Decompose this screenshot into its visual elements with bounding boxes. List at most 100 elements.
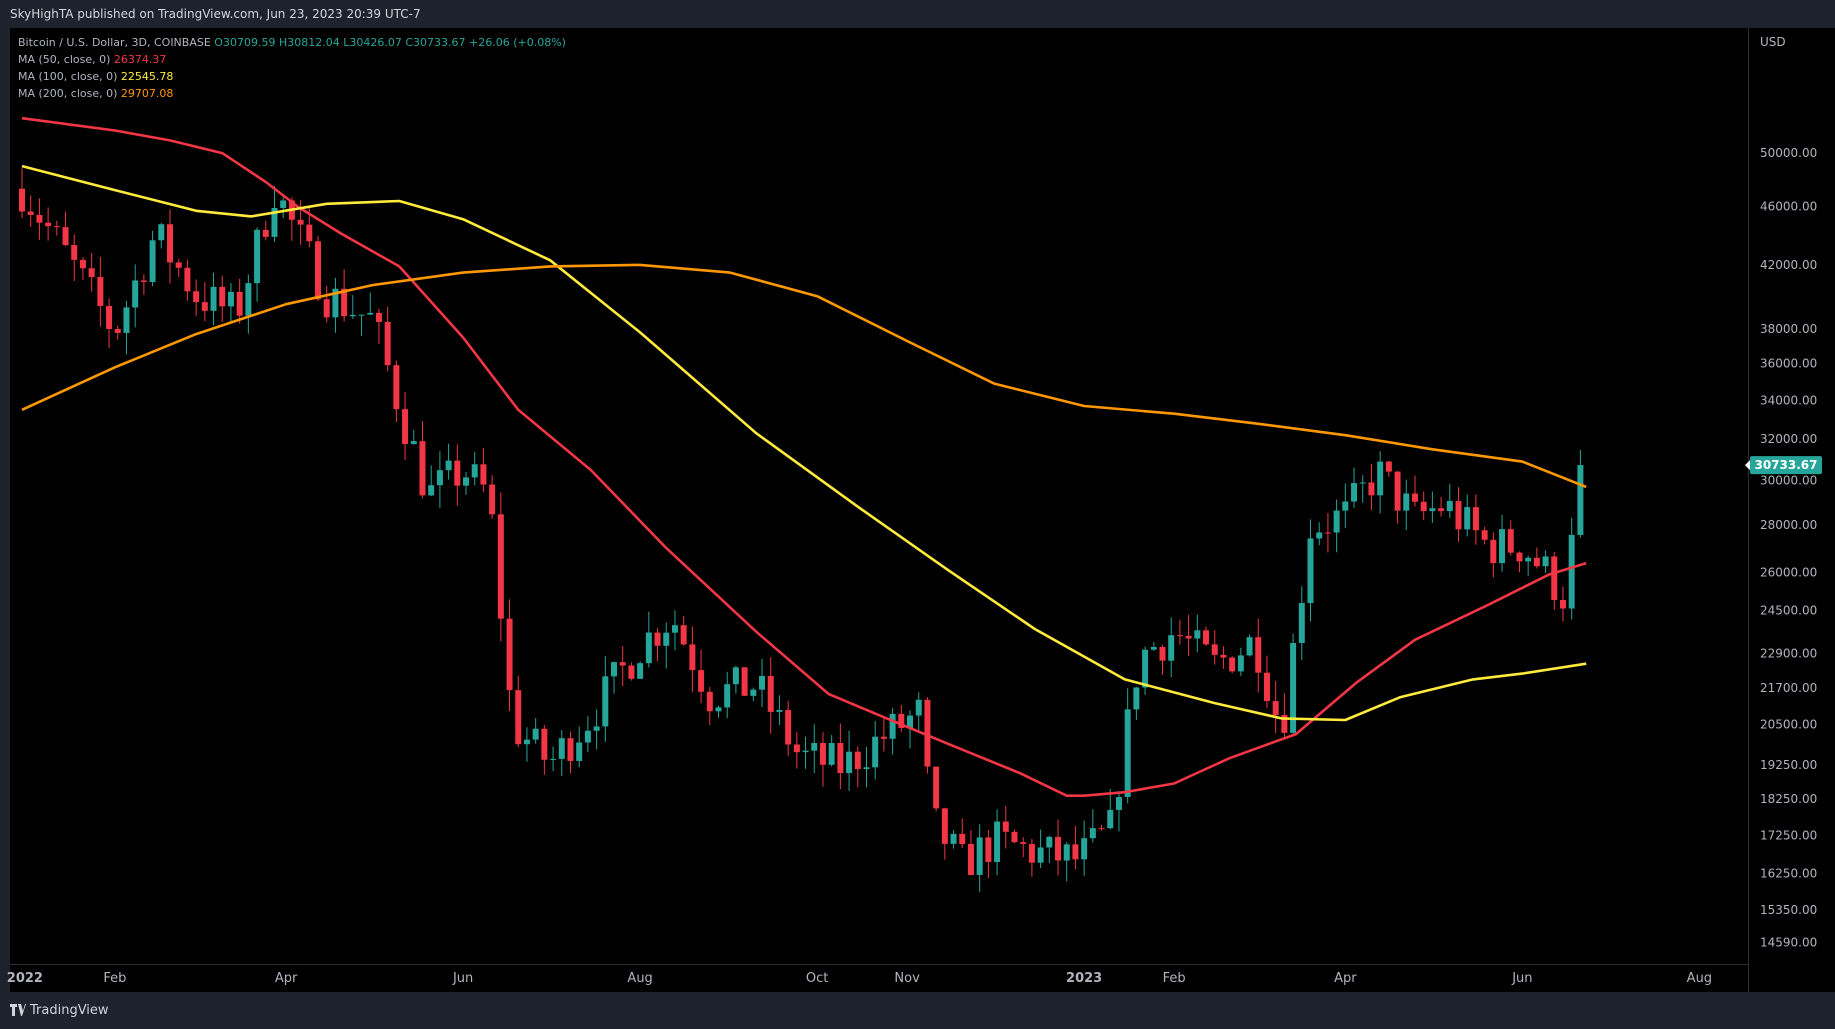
candle-body (584, 730, 591, 743)
candle (393, 360, 400, 422)
candle-body (1098, 828, 1105, 830)
candle-body (236, 291, 243, 316)
candle-body (402, 409, 409, 445)
last-price-label: 30733.67 (1754, 458, 1817, 472)
candle (1272, 681, 1279, 734)
candle-body (323, 299, 330, 318)
y-tick-label: 14590.00 (1760, 936, 1817, 950)
candle (741, 667, 748, 696)
candle (1072, 826, 1079, 869)
price-axis[interactable] (1748, 28, 1835, 992)
candle (1124, 688, 1131, 804)
candle (550, 746, 557, 772)
candle-body (201, 302, 208, 311)
candle (367, 292, 374, 316)
candle-body (593, 726, 600, 731)
candle (280, 197, 287, 219)
candle (523, 727, 530, 762)
candle-body (1490, 539, 1497, 564)
candle-body (428, 485, 435, 496)
candle (732, 665, 739, 694)
candle-body (802, 750, 809, 753)
chart-legend: Bitcoin / U.S. Dollar, 3D, COINBASE O307… (18, 34, 566, 102)
legend-ma200-label: MA (200, close, 0) (18, 87, 118, 100)
candle (915, 692, 922, 732)
candle-body (1298, 603, 1305, 644)
candle (576, 726, 583, 768)
candle (1551, 551, 1558, 610)
candle-body (1429, 508, 1436, 512)
y-tick-label: 36000.00 (1760, 357, 1817, 371)
candle (1559, 586, 1566, 622)
candle (1385, 460, 1392, 477)
candle (1290, 633, 1297, 734)
candle-body (689, 644, 696, 671)
candle (497, 492, 504, 642)
candle-body (907, 715, 914, 728)
candle-body (1455, 500, 1462, 530)
candle-body (140, 280, 147, 282)
candle-body (750, 689, 757, 696)
candle (236, 278, 243, 324)
candle (1263, 655, 1270, 709)
candle (1298, 586, 1305, 661)
legend-ma100-row[interactable]: MA (100, close, 0) 22545.78 (18, 68, 566, 85)
candle (602, 656, 609, 742)
candle (1020, 837, 1027, 858)
y-tick-label: 15350.00 (1760, 903, 1817, 917)
legend-change: +26.06 (+0.08%) (469, 36, 566, 49)
candle-body (1002, 821, 1009, 832)
candle (193, 279, 200, 317)
candle (19, 168, 25, 219)
candle (375, 308, 382, 345)
candle-body (79, 259, 86, 269)
candle-body (819, 742, 826, 765)
candle (1055, 819, 1062, 876)
candle-body (489, 484, 496, 515)
legend-ma50-row[interactable]: MA (50, close, 0) 26374.37 (18, 51, 566, 68)
candle-body (1351, 483, 1358, 502)
candle-body (62, 227, 69, 246)
candle-body (567, 738, 574, 761)
candle-body (19, 188, 25, 212)
candle-body (1551, 556, 1558, 601)
candle-body (1464, 507, 1471, 530)
candle-body (898, 713, 905, 728)
candle (1577, 449, 1584, 538)
candle (950, 830, 957, 849)
y-tick-label: 20500.00 (1760, 718, 1817, 732)
candle-body (994, 821, 1001, 862)
candle-body (741, 667, 748, 696)
x-tick-label: Nov (894, 971, 920, 986)
legend-ma200-row[interactable]: MA (200, close, 0) 29707.08 (18, 85, 566, 102)
candle (1150, 641, 1157, 651)
candle-body (1333, 510, 1340, 533)
candle-body (967, 844, 974, 875)
y-tick-label: 19250.00 (1760, 758, 1817, 772)
top-bar: SkyHighTA published on TradingView.com, … (0, 0, 1835, 28)
candle (1368, 463, 1375, 511)
candle-body (732, 667, 739, 685)
candle-body (1533, 557, 1540, 567)
candle-body (27, 211, 34, 215)
candle (1490, 532, 1497, 578)
candle-body (1577, 465, 1584, 535)
candle (62, 211, 69, 247)
candle (454, 444, 461, 506)
candle (349, 295, 356, 319)
y-tick-label: 32000.00 (1760, 432, 1817, 446)
candle (793, 731, 800, 769)
candle-body (436, 470, 443, 486)
candle (1142, 646, 1149, 695)
candle-body (1124, 709, 1131, 798)
x-tick-label: Aug (1687, 971, 1712, 986)
candle-body (628, 665, 635, 679)
candle-body (480, 464, 487, 485)
candle-body (767, 676, 774, 712)
candle (245, 274, 252, 334)
candle-body (602, 676, 609, 727)
time-axis[interactable] (10, 964, 1748, 993)
candle-body (880, 736, 887, 739)
candle (1342, 483, 1349, 528)
